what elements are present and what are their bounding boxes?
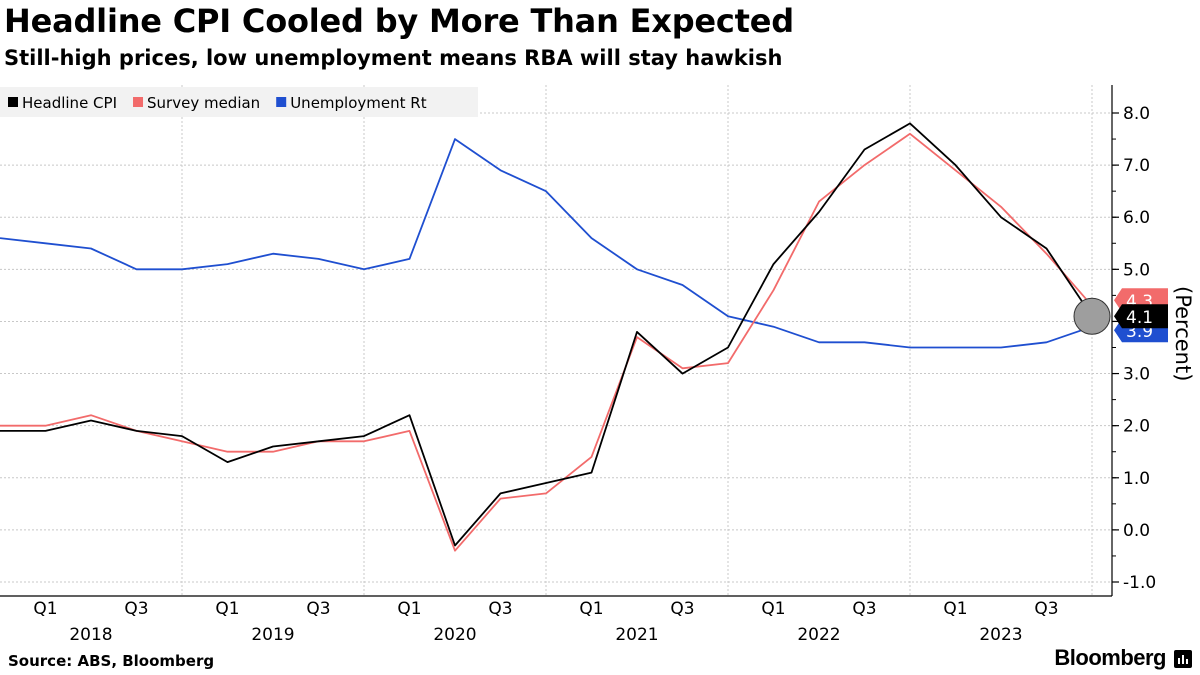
x-axis: Q1 Q3 Q1 Q3 Q1 Q3 Q1 Q3 Q1 Q3 Q1 Q3 2018 2019 2020 2021… [0, 595, 1112, 645]
x-year-label: 2023 [979, 625, 1022, 645]
legend-label: Headline CPI [22, 94, 117, 112]
legend-label: Unemployment Rt [290, 94, 426, 112]
y-axis-label: (Percent) [1171, 286, 1195, 381]
y-tick-label: 5.0 [1123, 260, 1150, 280]
y-tick-label: 2.0 [1123, 417, 1150, 437]
legend-swatch [133, 97, 144, 107]
y-tick-label: 3.0 [1123, 365, 1150, 385]
end-label-tag [1114, 304, 1168, 329]
x-tick-label: Q3 [306, 599, 330, 619]
x-year-label: 2020 [433, 625, 476, 645]
legend-label: Survey median [147, 94, 260, 112]
y-tick-label: 1.0 [1123, 469, 1150, 489]
x-tick-label: Q1 [215, 599, 239, 619]
x-tick-label: Q1 [579, 599, 603, 619]
x-year-label: 2019 [251, 625, 294, 645]
x-tick-label: Q1 [33, 599, 57, 619]
legend-swatch [8, 97, 18, 107]
legend-box [0, 87, 478, 117]
y-tick-label: 7.0 [1123, 156, 1150, 176]
end-label-value: 4.1 [1126, 308, 1153, 328]
series-line-unemployment-rt [0, 138, 1093, 349]
x-tick-label: Q1 [761, 599, 785, 619]
x-year-label: 2021 [615, 625, 658, 645]
legend: Headline CPI Survey median Unemployment Rt [0, 87, 478, 117]
y-tick-label: 0.0 [1123, 521, 1150, 541]
y-tick-label: 8.0 [1123, 104, 1150, 124]
y-axis: -1.00.01.02.03.04.05.06.07.08.0(Percent) [1111, 85, 1195, 596]
x-tick-label: Q3 [852, 599, 876, 619]
x-tick-label: Q3 [670, 599, 694, 619]
y-tick-label: -1.0 [1123, 573, 1156, 593]
bloomberg-logo: Bloomberg [1054, 645, 1166, 670]
x-tick-label: Q3 [488, 599, 512, 619]
end-value-labels: 3.94.34.1 [1073, 288, 1168, 343]
x-tick-label: Q3 [1034, 599, 1058, 619]
x-tick-label: Q3 [124, 599, 148, 619]
x-year-label: 2018 [69, 625, 112, 645]
chart-subtitle: Still-high prices, low unemployment mean… [4, 46, 783, 70]
y-tick-label: 6.0 [1123, 208, 1150, 228]
series-line-survey-median [0, 132, 1093, 552]
chart-badge-icon [1174, 650, 1192, 668]
x-tick-label: Q1 [943, 599, 967, 619]
legend-swatch [276, 97, 287, 107]
chart-title: Headline CPI Cooled by More Than Expecte… [4, 2, 794, 40]
source-note: Source: ABS, Bloomberg [8, 652, 215, 670]
highlight-marker [1073, 297, 1111, 335]
series-lines [0, 122, 1093, 552]
x-tick-label: Q1 [397, 599, 421, 619]
series-line-headline-cpi [0, 122, 1093, 547]
x-year-label: 2022 [797, 625, 840, 645]
